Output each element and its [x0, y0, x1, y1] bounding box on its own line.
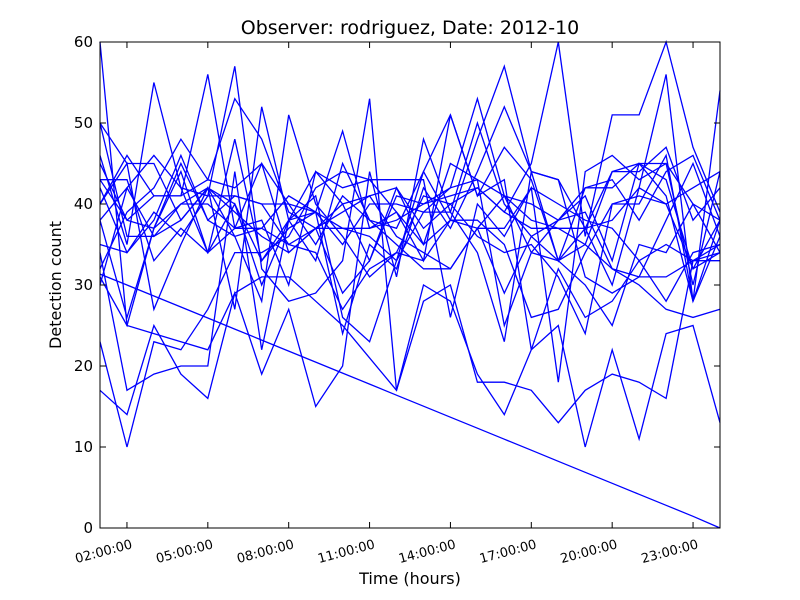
series-line-6 — [99, 105, 721, 337]
series-line-16 — [99, 113, 721, 351]
x-tick-label: 14:00:00 — [397, 537, 457, 567]
x-tick-label: 08:00:00 — [235, 537, 295, 567]
y-tick-label: 20 — [74, 357, 93, 375]
series-line-7 — [100, 90, 721, 302]
x-tick-label: 23:00:00 — [640, 537, 700, 567]
y-tick-label: 50 — [74, 114, 93, 132]
series-line-20 — [99, 273, 721, 529]
x-tick-label: 02:00:00 — [74, 537, 134, 567]
series-line-11 — [99, 154, 721, 383]
series-line-17 — [99, 122, 721, 319]
series-line-5 — [99, 39, 721, 311]
y-tick-label: 30 — [74, 276, 93, 294]
y-axis-label: Detection count — [46, 221, 65, 349]
y-tick-label: 60 — [74, 33, 93, 51]
chart-title: Observer: rodriguez, Date: 2012-10 — [241, 17, 580, 39]
series-line-14 — [99, 171, 721, 392]
series-line-8 — [99, 66, 721, 424]
series-line-15 — [99, 97, 721, 295]
y-tick-label: 0 — [83, 519, 93, 537]
series-line-2 — [99, 74, 721, 448]
series-line-19 — [99, 186, 721, 270]
y-axis: 0 10 20 30 40 50 60 — [74, 33, 720, 537]
x-axis-label: Time (hours) — [358, 569, 461, 588]
y-tick-label: 40 — [74, 195, 93, 213]
series-line-9 — [99, 136, 721, 416]
plot-lines — [99, 39, 721, 529]
x-tick-label: 20:00:00 — [559, 537, 619, 567]
series-line-1 — [99, 41, 721, 448]
x-tick-label: 17:00:00 — [478, 537, 538, 567]
series-line-18 — [99, 186, 720, 328]
series-line-13 — [99, 153, 721, 336]
x-tick-label: 11:00:00 — [316, 537, 376, 567]
x-tick-label: 05:00:00 — [155, 537, 215, 567]
y-tick-label: 10 — [74, 438, 93, 456]
plot-frame — [99, 41, 721, 529]
